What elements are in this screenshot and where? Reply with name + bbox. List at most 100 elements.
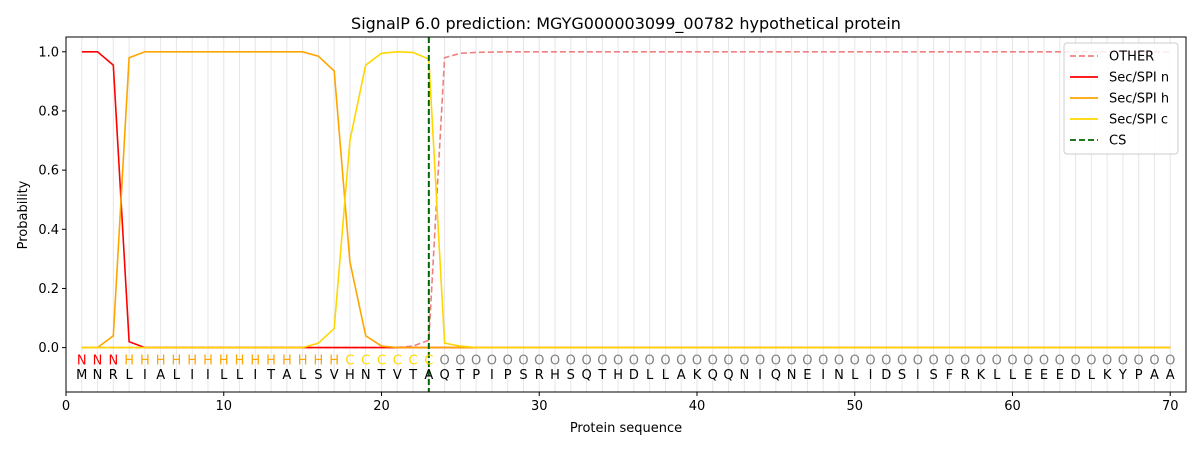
y-axis-label: Probability: [16, 180, 31, 249]
grid-lines: [81, 37, 1171, 392]
sequence-residue: I: [869, 368, 873, 383]
sequence-residue: Q: [723, 368, 733, 383]
predicted-label: O: [629, 353, 639, 368]
sequence-residue: L: [1088, 368, 1096, 383]
predicted-label: H: [140, 353, 150, 368]
sequence-residue: E: [1040, 368, 1048, 383]
sequence-residue: R: [535, 368, 544, 383]
sequence-residue: K: [1103, 368, 1112, 383]
sequence-residue: M: [76, 368, 87, 383]
predicted-label: O: [487, 353, 497, 368]
sequence-residue: Q: [439, 368, 449, 383]
legend-label: OTHER: [1109, 50, 1154, 65]
sequence-residue: I: [253, 368, 257, 383]
sequence-residue: L: [851, 368, 859, 383]
predicted-label: H: [250, 353, 260, 368]
y-tick-label: 1.0: [38, 45, 59, 60]
predicted-label: C: [424, 353, 433, 368]
predicted-label: O: [503, 353, 513, 368]
sequence-residue: Y: [1118, 368, 1127, 383]
predicted-label: O: [1086, 353, 1096, 368]
y-tick-label: 0.4: [38, 223, 59, 238]
sequence-residue: S: [929, 368, 937, 383]
x-tick-label: 40: [689, 399, 706, 414]
predicted-label: C: [345, 353, 354, 368]
predicted-label: O: [645, 353, 655, 368]
sequence-residue: I: [490, 368, 494, 383]
predicted-label: O: [1023, 353, 1033, 368]
predicted-label: H: [235, 353, 245, 368]
sequence-residue: Q: [708, 368, 718, 383]
sequence-residue: S: [567, 368, 575, 383]
series-line-other: [81, 50, 1171, 349]
x-tick-label: 0: [62, 399, 70, 414]
predicted-label: O: [597, 353, 607, 368]
predicted-label: O: [944, 353, 954, 368]
series-line-sec-spi-c: [81, 50, 1171, 349]
sequence-residue: D: [629, 368, 639, 383]
sequence-residue: A: [282, 368, 291, 383]
predicted-label: O: [1055, 353, 1065, 368]
x-tick-label: 10: [215, 399, 232, 414]
predicted-label: O: [566, 353, 576, 368]
predicted-label: O: [471, 353, 481, 368]
sequence-residue: L: [646, 368, 654, 383]
predicted-label: O: [692, 353, 702, 368]
sequence-residue: H: [550, 368, 560, 383]
predicted-label: O: [439, 353, 449, 368]
chart-title: SignalP 6.0 prediction: MGYG000003099_00…: [351, 14, 901, 34]
sequence-residue: D: [1071, 368, 1081, 383]
sequence-residue: N: [361, 368, 371, 383]
sequence-residue: K: [977, 368, 986, 383]
predicted-label: O: [1149, 353, 1159, 368]
sequence-residue: H: [345, 368, 355, 383]
predicted-label: O: [818, 353, 828, 368]
predicted-label: O: [960, 353, 970, 368]
x-tick-label: 20: [373, 399, 390, 414]
predicted-label: O: [1134, 353, 1144, 368]
sequence-residue: Q: [771, 368, 781, 383]
axis-ticks: 0 10 20 30 40 50 60 70 0.0 0.2 0.4 0.6 0.8 1.0: [38, 45, 1178, 414]
predicted-label: O: [913, 353, 923, 368]
predicted-label: O: [771, 353, 781, 368]
sequence-residue: Q: [581, 368, 591, 383]
sequence-residue: I: [206, 368, 210, 383]
sequence-residue: R: [961, 368, 970, 383]
predicted-label: O: [976, 353, 986, 368]
sequence-residue: A: [424, 368, 433, 383]
sequence-residue: E: [1056, 368, 1064, 383]
sequence-residue: I: [758, 368, 762, 383]
predicted-label: O: [834, 353, 844, 368]
predicted-label: H: [172, 353, 182, 368]
series-lines: [81, 37, 1171, 392]
y-tick-label: 0.8: [38, 104, 59, 119]
sequence-residue: A: [156, 368, 165, 383]
sequence-residue: P: [472, 368, 480, 383]
predicted-label: O: [1039, 353, 1049, 368]
predicted-label: O: [518, 353, 528, 368]
sequence-residue: T: [408, 368, 417, 383]
sequence-residue: L: [173, 368, 181, 383]
predicted-label: H: [282, 353, 292, 368]
sequence-residue: L: [236, 368, 244, 383]
legend-label: Sec/SPI c: [1109, 113, 1168, 128]
predicted-label: O: [928, 353, 938, 368]
sequence-residue: N: [739, 368, 749, 383]
sequence-residue: A: [677, 368, 686, 383]
predicted-label: N: [77, 353, 87, 368]
sequence-residue: K: [693, 368, 702, 383]
predicted-label: O: [865, 353, 875, 368]
sequence-residue: F: [946, 368, 953, 383]
x-tick-label: 70: [1162, 399, 1179, 414]
predicted-label: O: [1007, 353, 1017, 368]
predicted-label: H: [329, 353, 339, 368]
predicted-label: O: [676, 353, 686, 368]
sequence-residue: L: [220, 368, 228, 383]
predicted-label: O: [755, 353, 765, 368]
x-tick-label: 30: [531, 399, 548, 414]
sequence-residue: S: [898, 368, 906, 383]
sequence-residue: N: [834, 368, 844, 383]
series-line-sec-spi-h: [81, 50, 1171, 349]
y-tick-label: 0.6: [38, 164, 59, 179]
